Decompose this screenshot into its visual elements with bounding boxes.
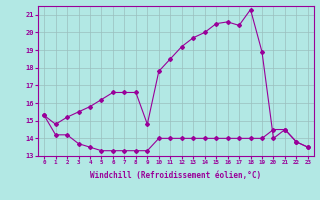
X-axis label: Windchill (Refroidissement éolien,°C): Windchill (Refroidissement éolien,°C) — [91, 171, 261, 180]
